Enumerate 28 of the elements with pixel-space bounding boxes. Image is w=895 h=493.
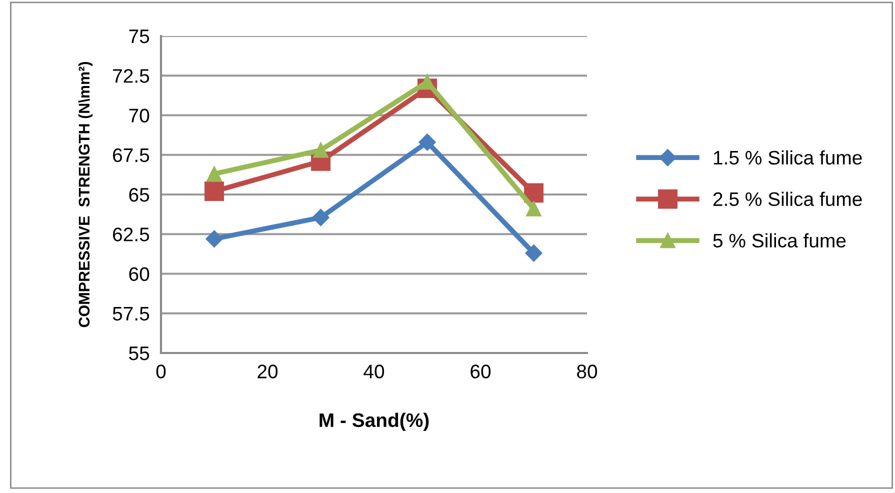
x-axis-title: M - Sand(%) xyxy=(320,412,429,431)
point xyxy=(313,142,328,158)
legend-label: 2.5 % Silica fume xyxy=(713,192,862,206)
x-tick-label: 40 xyxy=(364,364,384,378)
point xyxy=(206,230,223,248)
y-tick-label: 55 xyxy=(129,346,150,360)
x-tick-label: 0 xyxy=(156,364,166,378)
x-tick-label: 60 xyxy=(470,364,491,378)
point xyxy=(525,244,542,262)
x-tick-label: 80 xyxy=(577,364,598,378)
point xyxy=(312,208,330,226)
y-tick-label: 72.5 xyxy=(113,69,150,83)
legend-label: 1.5 % Silica fume xyxy=(714,150,862,165)
point xyxy=(524,183,544,203)
y-tick-label: 62.5 xyxy=(113,228,150,242)
y-tick-label: 60 xyxy=(129,267,150,281)
x-tick-label: 20 xyxy=(258,364,278,378)
y-tick-label: 70 xyxy=(129,108,150,122)
y-tick-label: 75 xyxy=(129,30,150,44)
legend-label: 5 % Silica fume xyxy=(713,233,846,248)
point xyxy=(418,134,436,151)
point xyxy=(526,201,542,216)
point xyxy=(204,182,224,202)
y-axis-title: COMPRESSIVE STRENGTH (N\mm²) xyxy=(78,62,93,328)
point xyxy=(206,166,222,182)
y-tick-label: 57.5 xyxy=(112,307,150,321)
y-tick-label: 67.5 xyxy=(113,148,150,162)
y-tick-label: 65 xyxy=(129,188,150,202)
